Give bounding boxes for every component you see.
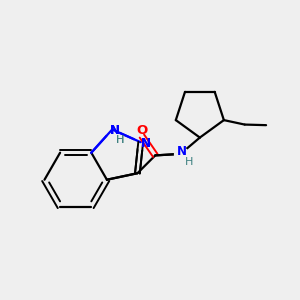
Text: N: N bbox=[141, 137, 151, 150]
Text: H: H bbox=[185, 157, 194, 167]
Text: H: H bbox=[116, 135, 125, 145]
Text: N: N bbox=[110, 124, 120, 137]
Text: H: H bbox=[116, 135, 125, 145]
Text: O: O bbox=[136, 124, 148, 136]
Text: N: N bbox=[177, 145, 187, 158]
Text: N: N bbox=[141, 137, 151, 150]
Text: N: N bbox=[110, 124, 120, 137]
